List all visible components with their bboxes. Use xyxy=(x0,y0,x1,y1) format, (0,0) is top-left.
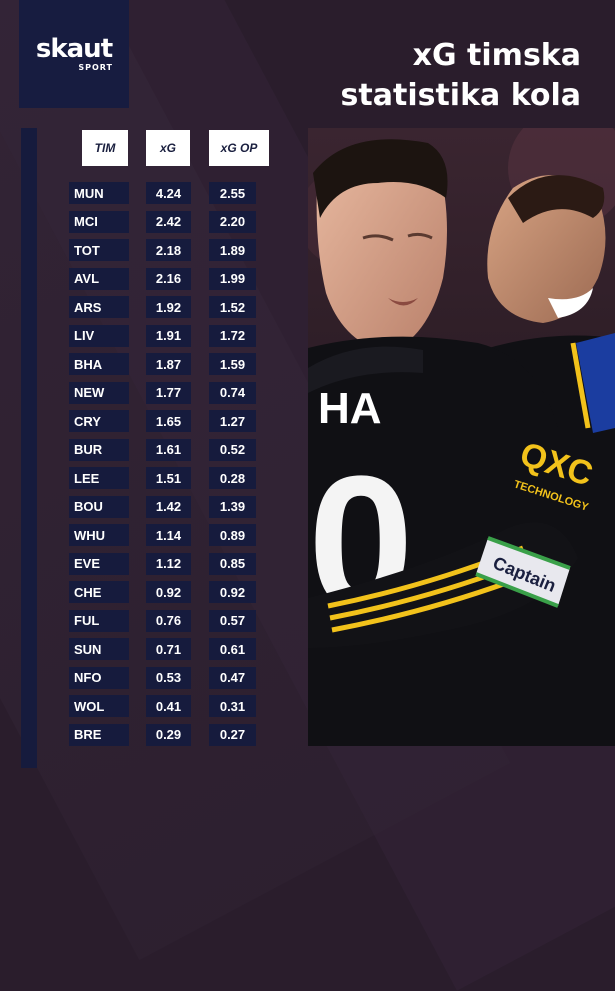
xg-cell: 4.24 xyxy=(146,182,191,204)
xg-cell: 0.71 xyxy=(146,638,191,660)
team-cell: BHA xyxy=(69,353,129,375)
table-row: SUN 0.71 0.61 xyxy=(0,638,300,660)
xg-op-cell: 1.72 xyxy=(209,324,256,347)
table-row: CHE 0.92 0.92 xyxy=(0,581,300,603)
table-row: CRY 1.65 1.27 xyxy=(0,410,300,432)
players-photo-illustration: HA 0 QXC TECHNOLOGY Captain xyxy=(308,128,615,746)
table-row: BUR 1.61 0.52 xyxy=(0,438,300,461)
table-row: BOU 1.42 1.39 xyxy=(0,495,300,518)
table-row: LIV 1.91 1.72 xyxy=(0,324,300,347)
team-cell: CRY xyxy=(69,410,129,432)
xg-op-cell: 0.28 xyxy=(209,467,256,489)
xg-cell: 1.92 xyxy=(146,296,191,318)
team-cell: NEW xyxy=(69,381,129,404)
team-cell: BOU xyxy=(69,495,129,518)
table-row: AVL 2.16 1.99 xyxy=(0,267,300,290)
table-row: MUN 4.24 2.55 xyxy=(0,182,300,204)
xg-op-cell: 1.52 xyxy=(209,296,256,318)
team-cell: TOT xyxy=(69,239,129,261)
xg-cell: 1.42 xyxy=(146,495,191,518)
xg-op-cell: 1.99 xyxy=(209,267,256,290)
column-header-xg: xG xyxy=(146,130,190,166)
xg-op-cell: 1.59 xyxy=(209,353,256,375)
xg-op-cell: 0.61 xyxy=(209,638,256,660)
xg-cell: 1.12 xyxy=(146,552,191,575)
team-cell: LEE xyxy=(69,467,129,489)
xg-op-cell: 0.27 xyxy=(209,723,256,746)
left-accent-bar xyxy=(21,128,37,768)
xg-op-cell: 1.39 xyxy=(209,495,256,518)
captain-armband: Captain xyxy=(475,536,571,608)
xg-op-cell: 0.92 xyxy=(209,581,256,603)
xg-op-cell: 2.55 xyxy=(209,182,256,204)
xg-cell: 0.76 xyxy=(146,609,191,632)
xg-cell: 1.87 xyxy=(146,353,191,375)
column-header-team: TIM xyxy=(82,130,128,166)
xg-op-cell: 0.74 xyxy=(209,381,256,404)
xg-op-cell: 0.47 xyxy=(209,666,256,689)
table-row: BRE 0.29 0.27 xyxy=(0,723,300,746)
table-row: WHU 1.14 0.89 xyxy=(0,524,300,546)
team-cell: MCI xyxy=(69,210,129,233)
table-row: LEE 1.51 0.28 xyxy=(0,467,300,489)
xg-op-cell: 0.31 xyxy=(209,695,256,717)
team-cell: NFO xyxy=(69,666,129,689)
players-photo: HA 0 QXC TECHNOLOGY Captain xyxy=(308,128,615,746)
team-cell: BUR xyxy=(69,438,129,461)
team-cell: BRE xyxy=(69,723,129,746)
xg-cell: 0.41 xyxy=(146,695,191,717)
team-cell: ARS xyxy=(69,296,129,318)
column-header-xg-op: xG OP xyxy=(209,130,269,166)
xg-cell: 0.92 xyxy=(146,581,191,603)
xg-cell: 1.65 xyxy=(146,410,191,432)
team-cell: SUN xyxy=(69,638,129,660)
brand-name: skaut xyxy=(35,34,113,64)
table-row: TOT 2.18 1.89 xyxy=(0,239,300,261)
page-title: xG timska statistika kola xyxy=(341,36,581,116)
table-row: NFO 0.53 0.47 xyxy=(0,666,300,689)
xg-cell: 0.53 xyxy=(146,666,191,689)
table-row: NEW 1.77 0.74 xyxy=(0,381,300,404)
xg-op-cell: 1.27 xyxy=(209,410,256,432)
team-cell: CHE xyxy=(69,581,129,603)
team-cell: LIV xyxy=(69,324,129,347)
xg-op-cell: 0.85 xyxy=(209,552,256,575)
table-row: ARS 1.92 1.52 xyxy=(0,296,300,318)
title-line-2: statistika kola xyxy=(340,78,581,113)
team-cell: AVL xyxy=(69,267,129,290)
team-cell: FUL xyxy=(69,609,129,632)
xg-cell: 1.91 xyxy=(146,324,191,347)
table-row: MCI 2.42 2.20 xyxy=(0,210,300,233)
table-row: WOL 0.41 0.31 xyxy=(0,695,300,717)
team-cell: WHU xyxy=(69,524,129,546)
xg-op-cell: 1.89 xyxy=(209,239,256,261)
xg-cell: 1.77 xyxy=(146,381,191,404)
shirt-name-text: HA xyxy=(318,384,382,433)
xg-cell: 0.29 xyxy=(146,723,191,746)
xg-op-cell: 0.89 xyxy=(209,524,256,546)
xg-op-cell: 2.20 xyxy=(209,210,256,233)
xg-op-cell: 0.57 xyxy=(209,609,256,632)
team-cell: WOL xyxy=(69,695,129,717)
xg-op-cell: 0.52 xyxy=(209,438,256,461)
team-cell: MUN xyxy=(69,182,129,204)
brand-subtitle: SPORT xyxy=(78,63,113,72)
xg-cell: 1.61 xyxy=(146,438,191,461)
xg-cell: 2.16 xyxy=(146,267,191,290)
xg-cell: 2.18 xyxy=(146,239,191,261)
table-row: EVE 1.12 0.85 xyxy=(0,552,300,575)
xg-cell: 1.51 xyxy=(146,467,191,489)
brand-logo: skaut SPORT xyxy=(19,0,129,108)
xg-cell: 2.42 xyxy=(146,210,191,233)
title-line-1: xG timska xyxy=(412,38,581,73)
xg-cell: 1.14 xyxy=(146,524,191,546)
table-row: BHA 1.87 1.59 xyxy=(0,353,300,375)
table-row: FUL 0.76 0.57 xyxy=(0,609,300,632)
team-cell: EVE xyxy=(69,552,129,575)
